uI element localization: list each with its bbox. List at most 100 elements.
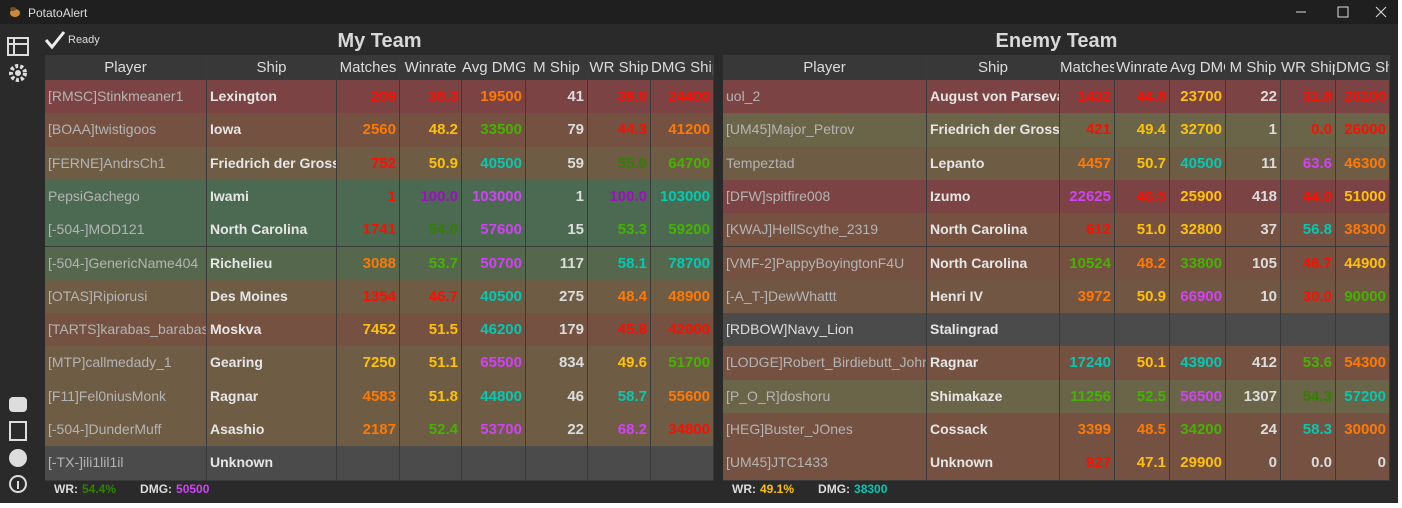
stat-cell: 56.8 [1281,213,1336,247]
team-summary: WR: 49.1% DMG: 38300 [732,482,891,496]
player-row: [KWAJ]HellScythe_2319 North Carolina 612 51… [723,213,1390,248]
player-name: [MTP]callmedady_1 [45,346,207,380]
window-title: PotatoAlert [28,6,88,20]
dmg-label: DMG: [818,482,851,496]
stat-cell: 44.0 [1281,179,1336,214]
stat-cell [1281,313,1336,347]
stat-cell: 64700 [651,146,714,180]
stat-cell: 17240 [1060,346,1115,380]
stat-cell: 58.7 [588,379,651,413]
player-row: [F11]Fel0niusMonk Ragnar 4583 51.8 44800 46 58… [45,379,714,414]
player-name: [RDBOW]Navy_Lion [723,313,927,347]
stat-cell: 0.0 [1281,113,1336,147]
stat-cell: 25900 [1170,179,1226,214]
team-title: Enemy Team [995,30,1118,52]
player-name: [HEG]Buster_JOnes [723,413,927,447]
stat-cell [1226,313,1281,347]
stat-cell: 44.8 [1115,80,1170,114]
column-header: Player [723,55,927,80]
stat-cell: 44800 [462,379,526,413]
ship-name: Richelieu [207,246,337,280]
stat-cell: 42000 [651,313,714,347]
stat-cell: 37 [1226,213,1281,247]
column-header: M Ship [1226,55,1281,80]
column-header: DMG Ship [651,55,714,80]
player-row: uol_2 August von Parseval 1432 44.8 23700 22 3… [723,80,1390,115]
stat-cell: 46300 [1336,146,1390,180]
player-row: [-504-]GenericName404 Richelieu 3088 53.7 50… [45,246,714,281]
player-row: [OTAS]Ripiorusi Des Moines 1354 46.7 40500 27… [45,279,714,315]
stat-cell: 79 [526,113,588,147]
column-header: WR Ship [1281,55,1336,80]
stat-cell: 50.7 [1115,146,1170,180]
stat-cell: 117 [526,246,588,280]
stat-cell: 54.0 [400,213,462,247]
wr-label: WR: [732,482,756,496]
player-row: [-504-]MOD121 North Carolina 1741 54.0 57600… [45,213,714,248]
stat-cell: 53.6 [1281,346,1336,380]
stat-cell: 10524 [1060,246,1115,280]
stat-cell: 48.4 [588,279,651,314]
stat-cell: 45.8 [588,313,651,347]
stat-cell: 49.4 [1115,113,1170,147]
player-name: [KWAJ]HellScythe_2319 [723,213,927,247]
stat-cell: 32700 [1170,113,1226,147]
dmg-value: 38300 [854,482,888,496]
player-name: PepsiGachego [45,179,207,214]
ship-name: North Carolina [927,246,1060,280]
stat-cell: 11 [1226,146,1281,180]
app-icon [10,7,20,17]
team-panel: Enemy Team Player Ship Matches Winrate Avg DM… [723,24,1390,503]
stat-cell [651,446,714,480]
wr-value: 49.1% [760,482,795,496]
wr-value: 54.4% [82,482,117,496]
stat-cell: 1354 [337,279,400,314]
stat-cell: 1741 [337,213,400,247]
player-row: [RDBOW]Navy_Lion Stalingrad [723,313,1390,348]
team-panel: My Team Player Ship Matches Winrate Avg DMG M … [45,24,714,503]
ship-name: Henri IV [927,279,1060,314]
stat-cell: 0 [1226,446,1281,480]
stat-cell: 23700 [1170,80,1226,114]
stat-cell: 46.7 [1281,246,1336,280]
column-header: Ship [207,55,337,80]
ship-name: Lexington [207,80,337,114]
stat-cell: 63.6 [1281,146,1336,180]
stat-cell: 4583 [337,379,400,413]
sidebar [0,24,36,503]
stat-cell [1336,313,1390,347]
sidebar-icons[interactable] [0,24,36,503]
stat-cell: 38300 [1336,213,1390,247]
stat-cell: 34200 [1170,413,1226,447]
stat-cell: 51000 [1336,179,1390,214]
stat-cell: 0.0 [1281,446,1336,480]
stat-cell: 57600 [462,213,526,247]
stat-cell: 100.0 [400,179,462,214]
dmg-value: 50500 [176,482,210,496]
stat-cell: 418 [1226,179,1281,214]
player-row: [VMF-2]PappyBoyingtonF4U North Carolina 10… [723,246,1390,281]
stat-cell: 179 [526,313,588,347]
column-header: Matches [337,55,400,80]
stat-cell: 26000 [1336,113,1390,147]
stat-cell: 3088 [337,246,400,280]
player-row: [HEG]Buster_JOnes Cossack 3399 48.5 34200 24 5… [723,413,1390,448]
stat-cell: 19500 [462,80,526,114]
player-name: [P_O_R]doshoru [723,379,927,413]
stat-cell: 52.5 [1115,379,1170,413]
player-name: Tempeztad [723,146,927,180]
wr-label: WR: [54,482,78,496]
stat-cell: 103000 [462,179,526,214]
player-name: [UM45]JTC1433 [723,446,927,480]
ship-name: Des Moines [207,279,337,314]
stat-cell: 47.1 [1115,446,1170,480]
column-header: Winrate [400,55,462,80]
stat-cell [526,446,588,480]
player-row: [MTP]callmedady_1 Gearing 7250 51.1 65500 834… [45,346,714,381]
stat-cell: 26100 [1336,80,1390,114]
column-header: DMG Ship [1336,55,1390,80]
stat-cell: 2187 [337,413,400,447]
stat-cell: 50.9 [400,146,462,180]
window-controls[interactable] [1278,0,1398,24]
